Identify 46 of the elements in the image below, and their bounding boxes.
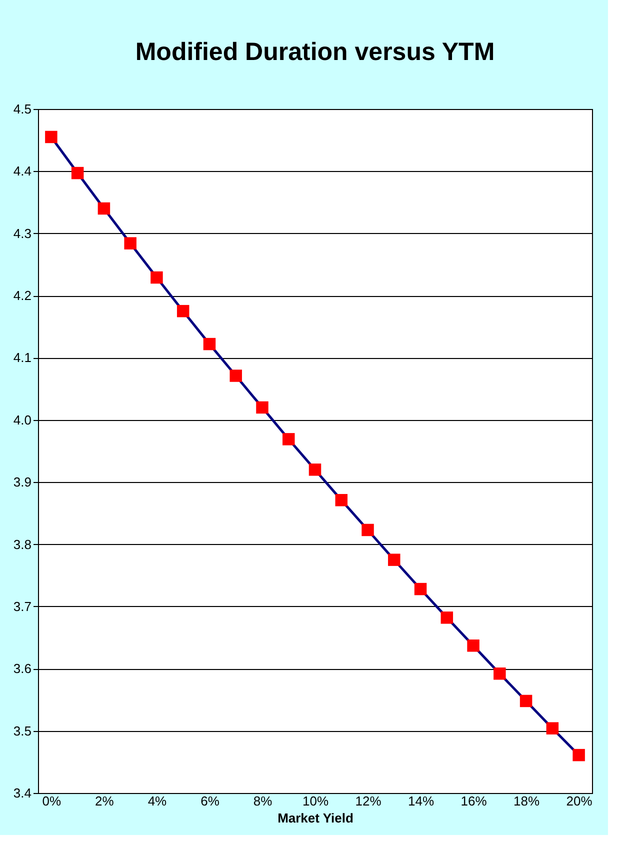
- y-tick-label: 4.1: [13, 350, 32, 366]
- point: [308, 464, 322, 476]
- x-tick-label: 4%: [148, 794, 168, 808]
- point: [150, 271, 163, 284]
- x-tick-label: 0%: [42, 794, 62, 808]
- x-tick-label: 8%: [253, 794, 273, 808]
- y-tick-label: 3.4: [13, 786, 32, 800]
- y-tick-label: 4.2: [13, 288, 32, 304]
- x-tick-label: 18%: [514, 794, 540, 808]
- point: [282, 433, 295, 446]
- x-axis-title: Market Yield: [278, 810, 354, 826]
- point: [414, 582, 427, 596]
- point: [203, 338, 216, 350]
- point: [467, 640, 480, 652]
- y-tick-label: 3.9: [13, 474, 32, 490]
- y-tick-label: 4.5: [13, 102, 32, 116]
- y-tick-label: 4.4: [13, 164, 32, 179]
- x-tick-label: 12%: [355, 794, 382, 808]
- y-tick-label: 4.3: [13, 226, 32, 241]
- point: [45, 130, 58, 144]
- x-tick-label: 2%: [95, 794, 114, 808]
- x-tick-label: 20%: [566, 794, 593, 808]
- chart-title: Modified Duration versus YTM: [135, 38, 495, 66]
- point: [494, 667, 506, 680]
- x-tick-label: 16%: [460, 794, 488, 808]
- point: [440, 612, 454, 624]
- x-tick-label: 6%: [200, 794, 220, 808]
- point: [520, 694, 532, 708]
- point: [256, 401, 268, 414]
- x-tick-label: 14%: [408, 794, 434, 808]
- point: [124, 237, 136, 250]
- y-tick-label: 4.0: [13, 412, 32, 428]
- point: [71, 166, 84, 180]
- y-tick-label: 3.5: [13, 723, 32, 738]
- point: [388, 554, 400, 566]
- point: [230, 370, 242, 382]
- point: [362, 524, 374, 536]
- point: [98, 202, 110, 215]
- y-tick-label: 3.8: [13, 536, 32, 552]
- point: [176, 304, 190, 318]
- point: [546, 722, 559, 734]
- point: [335, 494, 348, 506]
- y-tick-label: 3.6: [13, 661, 32, 676]
- x-tick-label: 10%: [302, 794, 329, 808]
- point: [572, 748, 585, 762]
- y-tick-label: 3.7: [13, 598, 32, 614]
